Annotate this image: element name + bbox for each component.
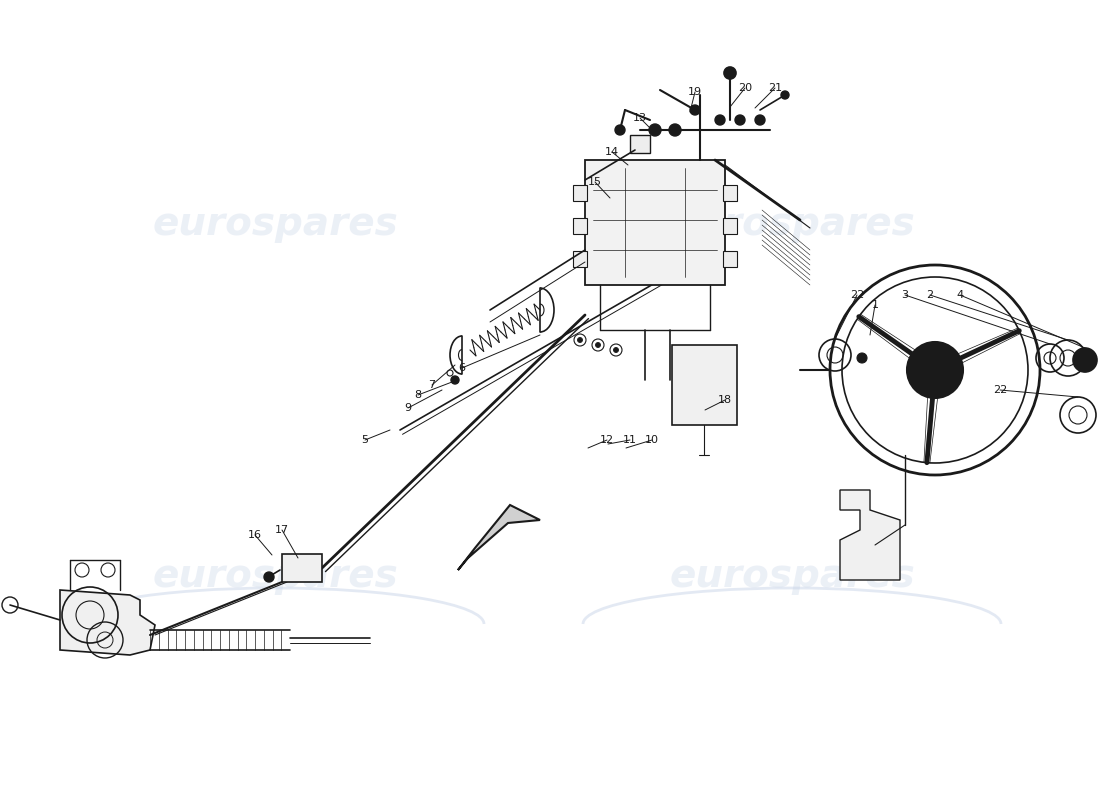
Text: 12: 12 <box>600 435 614 445</box>
Circle shape <box>857 353 867 363</box>
Circle shape <box>735 115 745 125</box>
Bar <box>723 218 737 234</box>
Text: 17: 17 <box>275 525 289 535</box>
Text: 7: 7 <box>428 380 436 390</box>
Circle shape <box>451 376 459 384</box>
Circle shape <box>908 342 962 398</box>
Circle shape <box>669 124 681 136</box>
Circle shape <box>690 105 700 115</box>
Text: 19: 19 <box>688 87 702 97</box>
Circle shape <box>615 125 625 135</box>
Text: 1: 1 <box>871 300 879 310</box>
Circle shape <box>614 347 618 353</box>
Bar <box>282 554 322 582</box>
Text: eurospares: eurospares <box>152 205 398 243</box>
Circle shape <box>649 124 661 136</box>
Text: 13: 13 <box>632 113 647 123</box>
Text: 20: 20 <box>738 83 752 93</box>
Text: 6: 6 <box>459 363 465 373</box>
Circle shape <box>1072 348 1097 372</box>
Text: eurospares: eurospares <box>669 557 915 595</box>
Circle shape <box>578 338 583 342</box>
Bar <box>585 160 725 285</box>
Polygon shape <box>458 505 540 570</box>
Text: 21: 21 <box>768 83 782 93</box>
Bar <box>672 345 737 425</box>
Bar <box>573 218 587 234</box>
Text: 22: 22 <box>850 290 865 300</box>
Text: 8: 8 <box>415 390 421 400</box>
Bar <box>630 135 650 153</box>
Text: 11: 11 <box>623 435 637 445</box>
Circle shape <box>755 115 764 125</box>
Text: 3: 3 <box>902 290 909 300</box>
Text: 14: 14 <box>605 147 619 157</box>
Text: eurospares: eurospares <box>669 205 915 243</box>
Text: 16: 16 <box>248 530 262 540</box>
Bar <box>573 251 587 267</box>
Polygon shape <box>840 490 900 580</box>
Text: 2: 2 <box>926 290 934 300</box>
Circle shape <box>927 362 943 378</box>
Text: 18: 18 <box>718 395 733 405</box>
Text: eurospares: eurospares <box>152 557 398 595</box>
Circle shape <box>724 67 736 79</box>
Text: 9: 9 <box>405 403 411 413</box>
Bar <box>723 185 737 201</box>
Bar <box>573 185 587 201</box>
Polygon shape <box>60 590 155 655</box>
Circle shape <box>715 115 725 125</box>
Circle shape <box>920 355 950 385</box>
Text: 5: 5 <box>362 435 369 445</box>
Bar <box>723 251 737 267</box>
Circle shape <box>595 342 601 347</box>
Text: 10: 10 <box>645 435 659 445</box>
Circle shape <box>781 91 789 99</box>
Text: 4: 4 <box>956 290 964 300</box>
Circle shape <box>264 572 274 582</box>
Text: 22: 22 <box>993 385 1008 395</box>
Text: 15: 15 <box>588 177 602 187</box>
